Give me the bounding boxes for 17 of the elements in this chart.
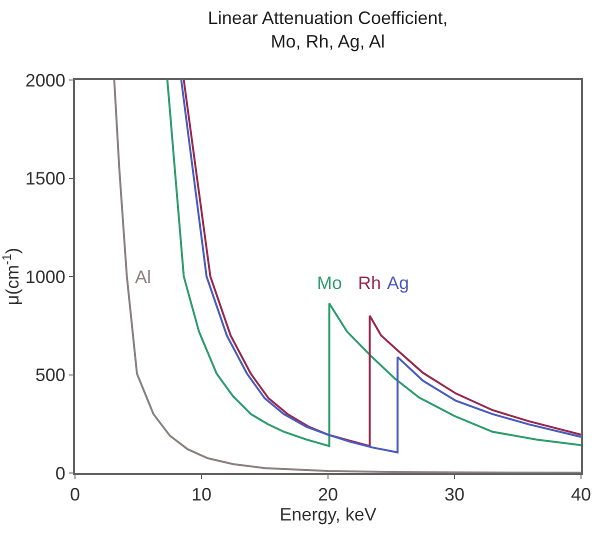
- series-label: Mo: [317, 273, 342, 293]
- y-tick-label: 500: [35, 365, 66, 386]
- x-axis-title: Energy, keV: [280, 504, 376, 525]
- series-label: Al: [135, 267, 152, 287]
- y-tick-label: 2000: [25, 70, 66, 90]
- x-tick-label: 20: [318, 484, 338, 505]
- x-tick-label: 10: [191, 484, 212, 505]
- x-tick-label: 40: [570, 484, 592, 505]
- y-tick-label: 1500: [25, 168, 66, 189]
- series-label: Rh: [358, 273, 382, 293]
- line-series: [113, 80, 581, 473]
- chart-title: Linear Attenuation Coefficient, Mo, Rh, Ag, Al: [208, 8, 448, 52]
- x-tick-label: 30: [444, 484, 465, 505]
- text: Ag: [387, 273, 410, 293]
- x-tick-label: 0: [70, 484, 80, 505]
- y-tick-label: 0: [55, 463, 66, 484]
- y-tick-label: 1000: [25, 266, 66, 287]
